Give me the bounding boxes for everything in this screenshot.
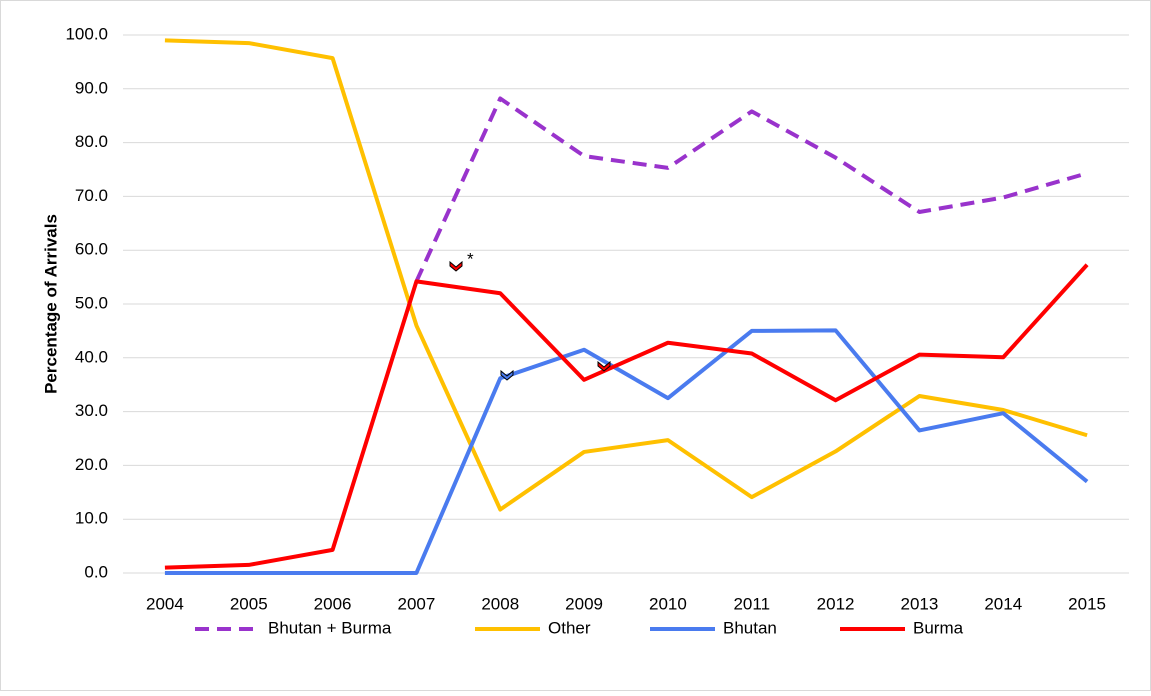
y-tick-label: 60.0 — [75, 240, 108, 259]
chevron-marker — [500, 369, 514, 381]
series-line — [414, 96, 1088, 283]
legend-label: Other — [548, 618, 591, 637]
chevron-marker — [597, 360, 611, 372]
x-tick-label: 2009 — [565, 594, 603, 613]
x-tick-label: 2005 — [230, 594, 268, 613]
series-line — [164, 328, 1089, 575]
x-tick-label: 2011 — [733, 594, 770, 613]
x-tick-label: 2015 — [1068, 594, 1106, 613]
x-tick-label: 2014 — [984, 594, 1022, 613]
y-tick-label: 100.0 — [65, 24, 108, 43]
chevron-marker — [449, 260, 463, 272]
y-tick-label: 30.0 — [75, 401, 108, 420]
x-tick-label: 2010 — [649, 594, 687, 613]
y-tick-label: 20.0 — [75, 455, 108, 474]
y-tick-label: 90.0 — [75, 78, 108, 97]
y-tick-label: 50.0 — [75, 293, 108, 312]
legend-label: Bhutan + Burma — [268, 618, 392, 637]
x-tick-label: 2012 — [817, 594, 855, 613]
y-tick-label: 80.0 — [75, 132, 108, 151]
legend-label: Burma — [913, 618, 964, 637]
x-tick-label: 2008 — [481, 594, 519, 613]
y-tick-label: 40.0 — [75, 347, 108, 366]
x-tick-label: 2006 — [314, 594, 352, 613]
x-tick-label: 2007 — [398, 594, 436, 613]
y-tick-label: 0.0 — [84, 562, 108, 581]
chevron-markers — [449, 260, 611, 381]
series-line — [164, 263, 1089, 570]
x-tick-label: 2004 — [146, 594, 184, 613]
y-tick-label: 10.0 — [75, 509, 108, 528]
y-tick-label: 70.0 — [75, 186, 108, 205]
annotation: * — [467, 249, 474, 268]
series-line — [164, 38, 1088, 512]
x-tick-label: 2013 — [901, 594, 939, 613]
y-axis-label: Percentage of Arrivals — [41, 214, 60, 394]
legend-label: Bhutan — [723, 618, 777, 637]
